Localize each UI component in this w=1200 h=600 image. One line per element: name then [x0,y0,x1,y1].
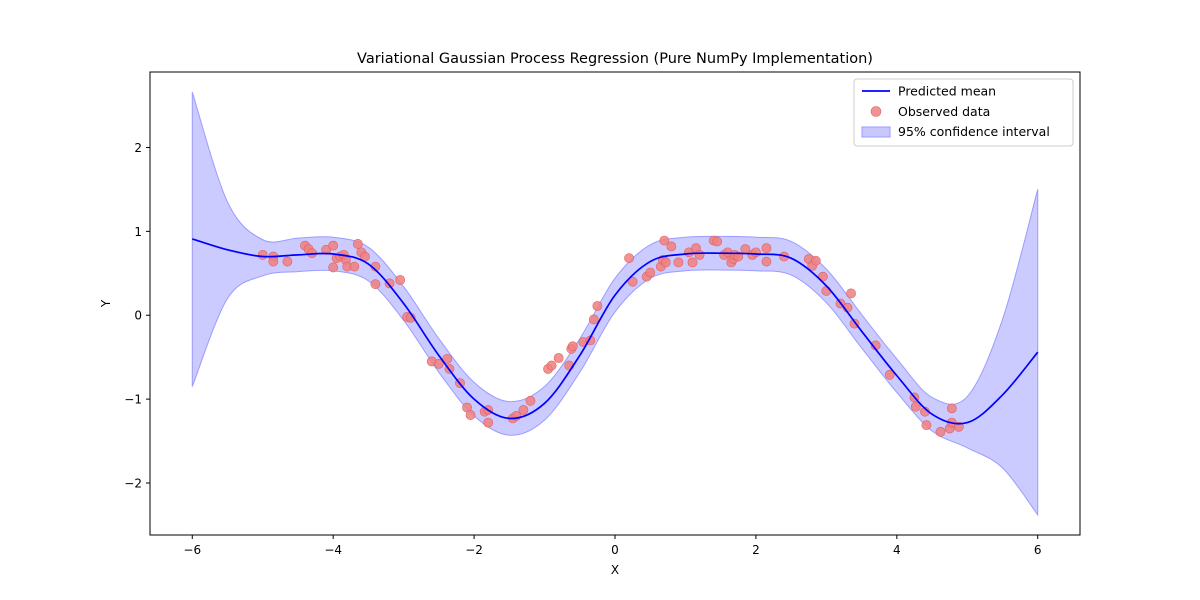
data-point [660,257,671,268]
y-tick-label: 2 [134,141,142,155]
data-point [525,395,536,406]
data-point [282,256,293,267]
data-point [328,240,339,251]
y-tick-label: 1 [134,225,142,239]
data-point [567,341,578,352]
data-point [761,243,772,254]
data-point [433,358,444,369]
data-point [733,251,744,262]
legend-label-observed: Observed data [898,104,990,119]
data-point [370,279,381,290]
data-point [592,301,603,311]
legend-label-ci: 95% confidence interval [898,124,1050,139]
data-point [884,369,895,380]
data-point [483,417,494,428]
x-tick-label: −6 [183,543,201,557]
x-tick-label: 2 [752,543,760,557]
data-point [624,253,634,264]
x-tick-label: 0 [611,543,619,557]
data-point [910,401,921,412]
data-point [349,261,360,272]
data-point [687,257,698,268]
data-point [546,360,557,371]
data-point [384,278,395,289]
legend: Predicted mean Observed data 95% confide… [853,78,1074,147]
x-axis-label: X [611,563,619,577]
x-tick-label: −4 [324,543,342,557]
mean-line [192,238,1039,425]
data-point [712,236,723,247]
data-point [751,247,761,258]
data-point [518,405,529,415]
y-tick-label: −2 [124,476,142,490]
plot-area [191,91,1039,517]
data-point [395,275,406,285]
data-point [761,256,772,267]
data-point [553,353,564,363]
y-axis-label: Y [99,299,113,308]
legend-label-mean: Predicted mean [898,84,996,99]
chart-title: Variational Gaussian Process Regression … [357,51,873,67]
data-point [666,241,677,252]
data-point [268,256,279,267]
data-point [673,257,684,268]
data-point [846,288,856,299]
data-point [946,403,957,414]
data-point [821,286,832,296]
data-point [935,426,946,437]
legend-points-swatch [870,106,882,117]
data-point [810,255,821,266]
observed-points [257,235,964,437]
y-axis: −2 −1 0 1 2 [124,141,150,490]
y-tick-label: 0 [134,309,142,323]
data-point [442,353,453,364]
legend-band-swatch [861,126,891,138]
x-axis: −6 −4 −2 0 2 4 6 [183,535,1042,557]
x-tick-label: 6 [1034,543,1042,557]
y-tick-label: −1 [124,393,142,407]
data-point [645,267,656,278]
data-point [257,249,268,260]
data-point [921,420,932,431]
data-point [352,239,363,249]
data-point [465,410,476,420]
data-point [328,262,339,273]
x-tick-label: −2 [465,543,483,557]
data-point [627,276,638,287]
data-point [659,235,670,246]
data-point [694,249,705,260]
x-tick-label: 4 [893,543,901,557]
data-point [588,314,599,325]
legend-box [853,78,1074,147]
